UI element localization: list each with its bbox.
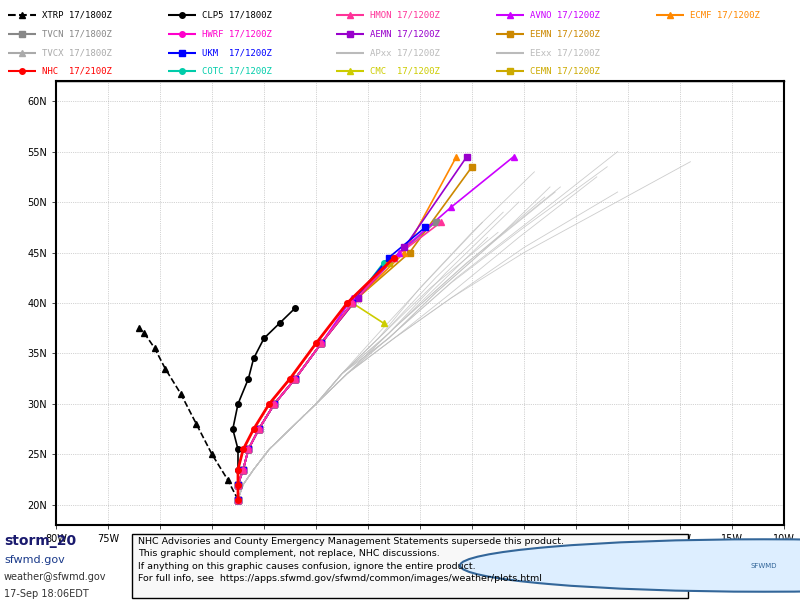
Text: weather@sfwmd.gov: weather@sfwmd.gov bbox=[4, 572, 106, 583]
Text: TVCN 17/1800Z: TVCN 17/1800Z bbox=[42, 29, 111, 38]
Text: AVNO 17/1200Z: AVNO 17/1200Z bbox=[530, 10, 599, 19]
Text: CMC  17/1200Z: CMC 17/1200Z bbox=[370, 67, 439, 76]
Text: COTC 17/1200Z: COTC 17/1200Z bbox=[202, 67, 271, 76]
Text: UKM  17/1200Z: UKM 17/1200Z bbox=[202, 48, 271, 57]
Text: ECMF 17/1200Z: ECMF 17/1200Z bbox=[690, 10, 759, 19]
Text: HWRF 17/1200Z: HWRF 17/1200Z bbox=[202, 29, 271, 38]
Text: HMON 17/1200Z: HMON 17/1200Z bbox=[370, 10, 439, 19]
Text: AEMN 17/1200Z: AEMN 17/1200Z bbox=[370, 29, 439, 38]
Text: XTRP 17/1800Z: XTRP 17/1800Z bbox=[42, 10, 111, 19]
Bar bbox=[132, 535, 688, 598]
Text: APxx 17/1200Z: APxx 17/1200Z bbox=[370, 48, 439, 57]
Text: 17-Sep 18:06EDT: 17-Sep 18:06EDT bbox=[4, 589, 89, 599]
Text: EEMN 17/1200Z: EEMN 17/1200Z bbox=[530, 29, 599, 38]
Text: sfwmd.gov: sfwmd.gov bbox=[4, 555, 65, 565]
Text: CEMN 17/1200Z: CEMN 17/1200Z bbox=[530, 67, 599, 76]
Text: TVCX 17/1800Z: TVCX 17/1800Z bbox=[42, 48, 111, 57]
Text: NHC Advisories and County Emergency Management Statements supersede this product: NHC Advisories and County Emergency Mana… bbox=[138, 537, 565, 583]
Text: storm_20: storm_20 bbox=[4, 534, 76, 548]
Text: EExx 17/1200Z: EExx 17/1200Z bbox=[530, 48, 599, 57]
Text: SFWMD: SFWMD bbox=[750, 563, 778, 569]
Circle shape bbox=[460, 539, 800, 592]
Text: NHC  17/2100Z: NHC 17/2100Z bbox=[42, 67, 111, 76]
Text: CLP5 17/1800Z: CLP5 17/1800Z bbox=[202, 10, 271, 19]
